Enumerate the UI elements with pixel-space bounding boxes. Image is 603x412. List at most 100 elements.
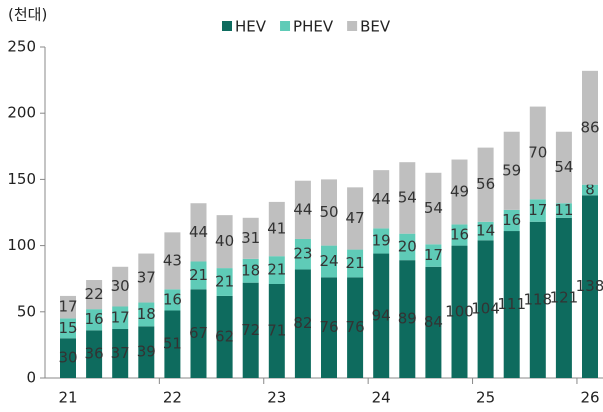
bar-segment xyxy=(86,280,103,310)
value-label: 16 xyxy=(502,211,521,229)
value-label: 41 xyxy=(267,220,286,238)
value-label: 86 xyxy=(580,118,599,136)
bar-segment xyxy=(425,172,442,245)
bar-segment xyxy=(164,289,181,311)
value-label: 138 xyxy=(576,277,603,295)
bar-segment xyxy=(86,330,103,378)
bar-segment xyxy=(294,180,311,239)
y-axis-unit: (천대) xyxy=(8,6,47,24)
value-label: 54 xyxy=(554,158,573,176)
value-label: 49 xyxy=(450,182,469,200)
legend-label: PHEV xyxy=(293,18,334,36)
bar-segment xyxy=(399,260,416,378)
bar-segment xyxy=(425,266,442,378)
value-label: 94 xyxy=(372,306,391,324)
value-label: 16 xyxy=(450,226,469,244)
value-label: 44 xyxy=(293,200,312,218)
bar-segment xyxy=(242,217,259,259)
bar-segment xyxy=(268,256,285,284)
value-label: 18 xyxy=(241,261,260,279)
value-label: 36 xyxy=(85,345,104,363)
y-tick-label: 250 xyxy=(7,38,36,56)
value-label: 67 xyxy=(189,324,208,342)
bar-segment xyxy=(164,310,181,378)
value-label: 17 xyxy=(528,201,547,219)
bar-segment xyxy=(138,302,155,327)
bar-segment xyxy=(529,106,546,200)
value-label: 20 xyxy=(398,237,417,255)
bar-segment xyxy=(190,203,207,262)
bar-segment xyxy=(425,244,442,267)
value-label: 39 xyxy=(137,343,156,361)
x-tick-label: 24 xyxy=(372,389,391,407)
bar-segment xyxy=(373,170,390,229)
bar-segment xyxy=(242,282,259,378)
value-label: 62 xyxy=(215,327,234,345)
bar-segment xyxy=(347,249,364,278)
value-label: 22 xyxy=(85,285,104,303)
value-label: 37 xyxy=(137,269,156,287)
legend-swatch xyxy=(280,21,291,31)
value-label: 8 xyxy=(585,180,595,198)
bar-segment xyxy=(555,203,572,218)
bar-segment xyxy=(242,258,259,283)
legend-label: BEV xyxy=(360,18,391,36)
bar-segment xyxy=(190,261,207,290)
bar-segment xyxy=(582,70,598,185)
value-label: 21 xyxy=(267,261,286,279)
value-label: 89 xyxy=(398,310,417,328)
value-label: 72 xyxy=(241,321,260,339)
y-tick-label: 50 xyxy=(17,302,36,320)
y-tick-label: 200 xyxy=(7,104,36,122)
value-label: 118 xyxy=(523,290,552,308)
legend-swatch xyxy=(222,21,232,31)
bar-segment xyxy=(112,306,129,330)
bar-segment xyxy=(216,268,233,296)
value-label: 104 xyxy=(471,300,500,318)
value-label: 76 xyxy=(319,318,338,336)
bar-segment xyxy=(582,184,598,196)
value-label: 21 xyxy=(189,266,208,284)
bar-segment xyxy=(373,228,390,254)
bar-segment xyxy=(529,199,546,222)
value-label: 71 xyxy=(267,321,286,339)
value-label: 21 xyxy=(346,254,365,272)
bar-segment xyxy=(138,253,155,303)
bar-segment xyxy=(294,238,311,270)
value-label: 50 xyxy=(319,203,338,221)
value-label: 16 xyxy=(85,310,104,328)
bar-segment xyxy=(138,326,155,378)
value-label: 44 xyxy=(189,223,208,241)
x-tick-label: 21 xyxy=(58,389,77,407)
bar-segment xyxy=(164,232,181,290)
bar-segment xyxy=(112,329,129,378)
value-label: 11 xyxy=(554,201,573,219)
bar-segment xyxy=(582,195,598,378)
bar-segment xyxy=(321,179,337,246)
bar-segment xyxy=(268,201,285,257)
value-label: 100 xyxy=(445,302,474,320)
bar-segment xyxy=(60,338,76,378)
value-label: 54 xyxy=(398,188,417,206)
value-label: 19 xyxy=(372,231,391,249)
y-tick-label: 100 xyxy=(7,236,36,254)
bar-segment xyxy=(503,209,520,232)
value-label: 51 xyxy=(163,335,182,353)
bar-segment xyxy=(321,277,337,378)
value-label: 23 xyxy=(293,245,312,263)
value-label: 121 xyxy=(550,288,579,306)
bar-segment xyxy=(477,221,494,241)
bar-segment xyxy=(86,309,103,331)
bar-segment xyxy=(399,233,416,261)
value-label: 56 xyxy=(476,175,495,193)
value-label: 17 xyxy=(424,246,443,264)
x-tick-label: 23 xyxy=(267,389,286,407)
value-label: 14 xyxy=(476,222,495,240)
bar-segment xyxy=(373,253,390,378)
bar-segment xyxy=(321,245,337,278)
bar-segment xyxy=(399,162,416,234)
value-label: 18 xyxy=(137,305,156,323)
value-label: 17 xyxy=(58,298,77,316)
bar-segment xyxy=(451,245,468,378)
